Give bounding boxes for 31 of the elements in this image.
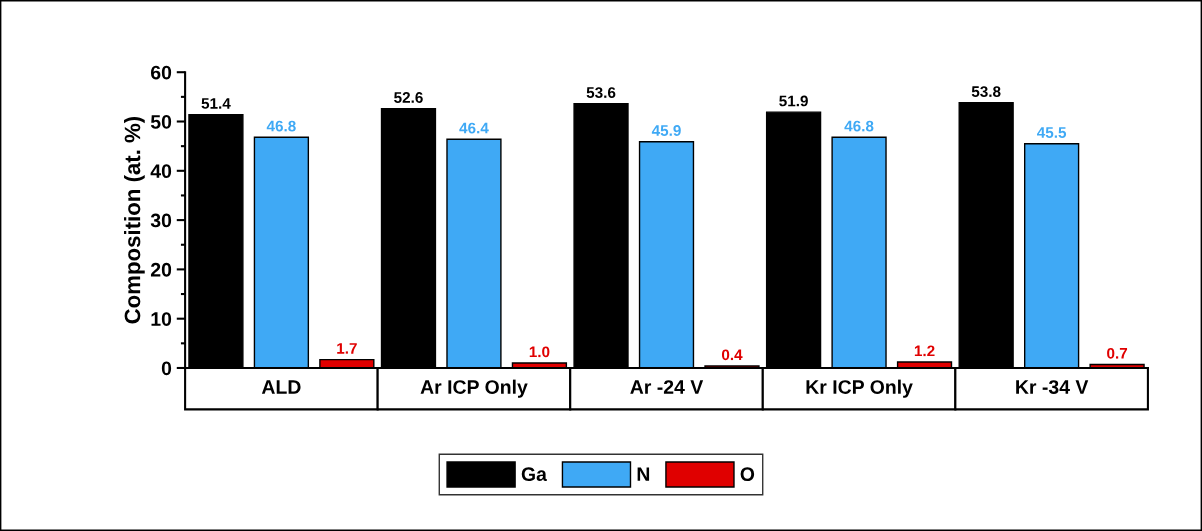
data-label: 46.8 — [266, 120, 296, 132]
y-tick-label: 10 — [151, 312, 172, 326]
y-tick-label: 30 — [150, 213, 172, 228]
legend-label: O — [740, 467, 755, 482]
data-label: 1.0 — [529, 346, 550, 358]
x-tick-label: Ar -24 V — [630, 380, 704, 394]
legend-label: Ga — [521, 467, 548, 482]
legend-label: N — [637, 467, 650, 481]
data-label: 0.7 — [1107, 347, 1128, 359]
data-label: 45.9 — [651, 125, 681, 136]
data-label: 53.8 — [971, 86, 1001, 97]
data-label: 51.9 — [779, 95, 808, 107]
x-tick-label: ALD — [261, 380, 301, 394]
data-label: 1.2 — [914, 345, 935, 357]
x-tick-label: Kr ICP Only — [806, 379, 913, 398]
y-tick-label: 0 — [161, 361, 172, 376]
data-label: 46.8 — [844, 120, 874, 132]
y-tick-label: 40 — [150, 164, 172, 179]
data-label: 46.4 — [459, 122, 489, 134]
x-tick-label: Ar ICP Only — [420, 379, 528, 398]
y-tick-label: 60 — [151, 65, 172, 80]
y-axis-title: Composition (at. %) — [124, 116, 145, 324]
x-tick-label: Kr -34 V — [1016, 380, 1089, 394]
data-label: 52.6 — [394, 92, 423, 103]
y-tick-label: 50 — [150, 114, 172, 129]
data-label: 45.5 — [1037, 127, 1067, 138]
data-label: 51.4 — [201, 98, 231, 109]
data-label: 53.6 — [586, 87, 616, 98]
y-tick-label: 20 — [150, 262, 172, 277]
data-label: 0.4 — [721, 349, 743, 361]
data-label: 1.7 — [337, 343, 357, 354]
